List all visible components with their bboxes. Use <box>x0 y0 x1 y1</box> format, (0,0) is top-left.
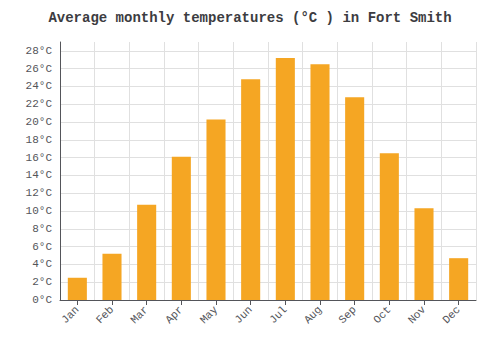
svg-text:24°C: 24°C <box>26 80 53 92</box>
svg-text:Nov: Nov <box>406 303 429 326</box>
svg-text:12°C: 12°C <box>26 187 53 199</box>
svg-text:4°C: 4°C <box>32 258 52 270</box>
svg-text:26°C: 26°C <box>26 63 53 75</box>
svg-text:0°C: 0°C <box>32 294 52 306</box>
svg-text:Feb: Feb <box>94 304 116 326</box>
svg-text:14°C: 14°C <box>26 169 53 181</box>
svg-text:Jun: Jun <box>232 304 254 326</box>
svg-text:May: May <box>198 303 221 326</box>
svg-text:Average monthly temperatures (: Average monthly temperatures (°C ) in Fo… <box>48 10 451 26</box>
svg-text:Jul: Jul <box>267 304 289 326</box>
svg-text:6°C: 6°C <box>32 241 52 253</box>
svg-text:2°C: 2°C <box>32 276 52 288</box>
svg-text:20°C: 20°C <box>26 116 53 128</box>
svg-text:16°C: 16°C <box>26 152 53 164</box>
svg-text:22°C: 22°C <box>26 98 53 110</box>
svg-text:8°C: 8°C <box>32 223 52 235</box>
svg-text:Mar: Mar <box>128 304 150 326</box>
svg-text:Dec: Dec <box>440 304 462 326</box>
svg-text:Sep: Sep <box>336 304 358 326</box>
svg-text:18°C: 18°C <box>26 134 53 146</box>
svg-text:Apr: Apr <box>163 304 185 326</box>
svg-text:10°C: 10°C <box>26 205 53 217</box>
svg-text:Aug: Aug <box>302 304 324 326</box>
svg-text:Jan: Jan <box>59 304 81 326</box>
svg-text:Oct: Oct <box>371 304 393 326</box>
svg-text:28°C: 28°C <box>26 45 53 57</box>
